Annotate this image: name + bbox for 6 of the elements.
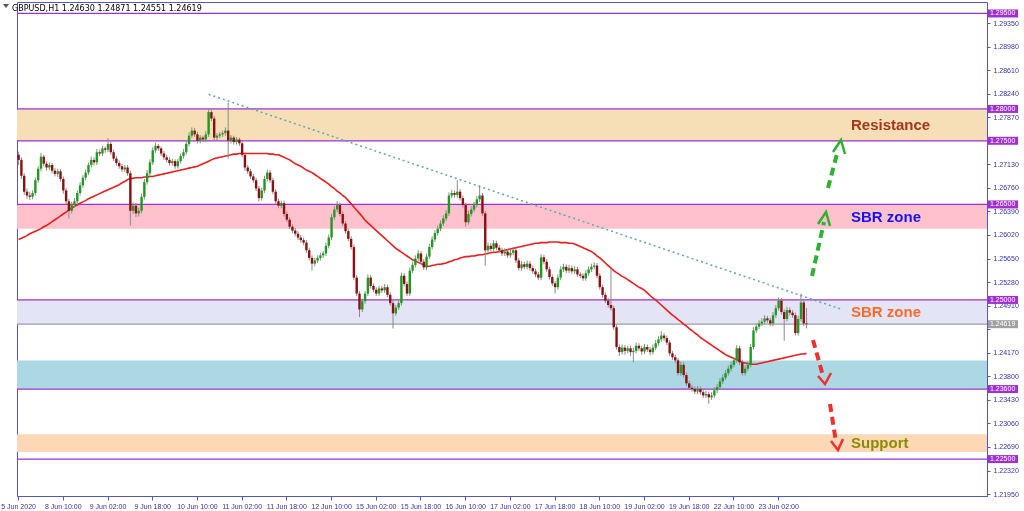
band-label: Support bbox=[851, 434, 909, 452]
band-label: SBR zone bbox=[851, 207, 922, 225]
candlestick bbox=[794, 312, 797, 337]
band-label: SBR zone bbox=[851, 303, 922, 321]
band-label: Resistance bbox=[851, 115, 931, 133]
line-series bbox=[17, 152, 808, 366]
